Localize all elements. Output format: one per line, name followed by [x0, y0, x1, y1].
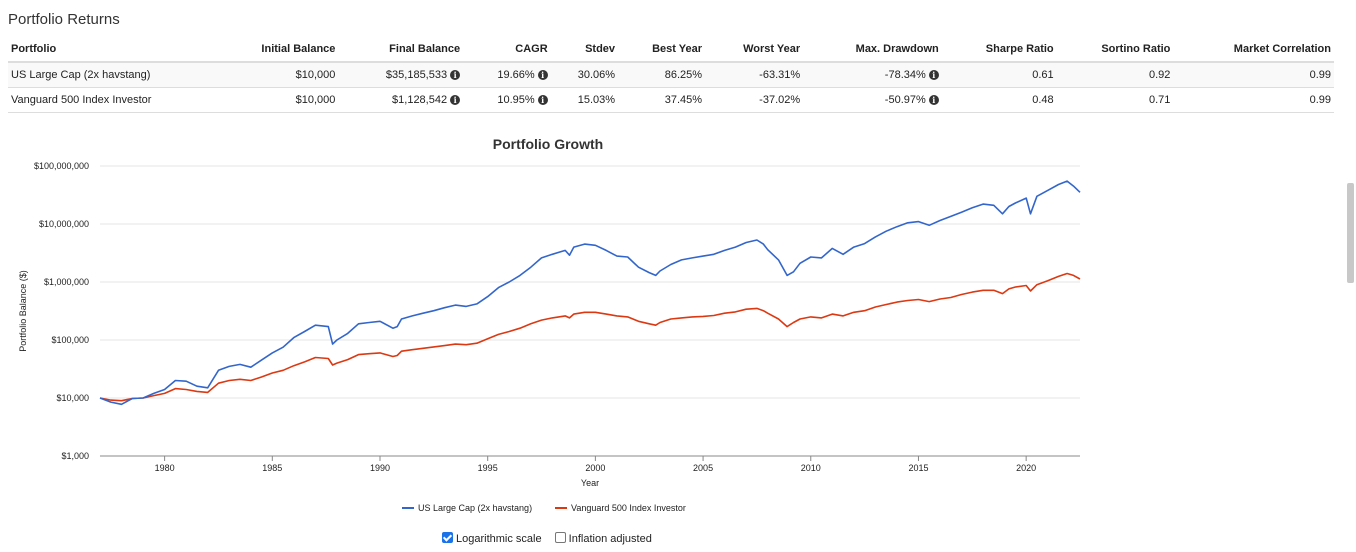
y-tick-label: $100,000 [51, 335, 89, 345]
cell-cagr: 19.66% i [463, 62, 551, 88]
cell-stdev: 15.03% [550, 87, 619, 113]
cell-best: 37.45% [618, 87, 706, 113]
table-row: Vanguard 500 Index Investor $10,000 $1,1… [8, 87, 1334, 113]
drawdown-value: -50.97% [884, 94, 926, 106]
table-header-row: Portfolio Initial Balance Final Balance … [8, 38, 1334, 63]
x-tick-label: 1985 [262, 463, 282, 473]
inflation-adjusted-toggle[interactable]: Inflation adjusted [554, 532, 652, 545]
cell-portfolio: Vanguard 500 Index Investor [8, 87, 214, 113]
cell-final: $1,128,542 i [338, 87, 464, 113]
x-tick-label: 2020 [1016, 463, 1036, 473]
table-row: US Large Cap (2x havstang) $10,000 $35,1… [8, 62, 1334, 88]
scrollbar-thumb[interactable] [1347, 183, 1354, 283]
cell-stdev: 30.06% [550, 62, 619, 88]
cell-cagr: 10.95% i [463, 87, 551, 113]
x-tick-label: 1990 [370, 463, 390, 473]
col-portfolio: Portfolio [8, 38, 214, 63]
col-final-balance: Final Balance [338, 38, 464, 63]
cell-sortino: 0.71 [1056, 87, 1174, 113]
series-line-us-large-cap-2x-havstang [99, 180, 1081, 406]
cell-initial: $10,000 [214, 62, 339, 88]
info-icon[interactable]: i [537, 70, 548, 80]
chart-controls: Logarithmic scale Inflation adjusted [442, 532, 662, 545]
col-max-drawdown: Max. Drawdown [803, 38, 942, 63]
chart-title: Portfolio Growth [493, 136, 603, 152]
cell-drawdown: -78.34% i [803, 62, 942, 88]
cell-final: $35,185,533 i [338, 62, 464, 88]
final-value: $1,128,542 [392, 94, 448, 106]
cell-worst: -63.31% [705, 62, 804, 88]
cell-sharpe: 0.61 [941, 62, 1057, 88]
x-axis-label: Year [581, 478, 599, 488]
cell-best: 86.25% [618, 62, 706, 88]
logarithmic-scale-toggle[interactable]: Logarithmic scale [442, 532, 542, 545]
y-tick-label: $1,000,000 [44, 277, 89, 287]
col-market-correlation: Market Correlation [1173, 38, 1334, 63]
x-tick-label: 2000 [585, 463, 605, 473]
cagr-value: 19.66% [497, 69, 535, 81]
cell-sharpe: 0.48 [941, 87, 1057, 113]
col-cagr: CAGR [463, 38, 551, 63]
info-icon[interactable]: i [928, 70, 939, 80]
col-sortino-ratio: Sortino Ratio [1056, 38, 1174, 63]
inflation-adjusted-label: Inflation adjusted [568, 533, 652, 545]
cell-corr: 0.99 [1173, 87, 1334, 113]
cagr-value: 10.95% [497, 94, 535, 106]
cell-initial: $10,000 [214, 87, 339, 113]
info-icon[interactable]: i [450, 70, 461, 80]
cell-portfolio: US Large Cap (2x havstang) [8, 62, 214, 88]
drawdown-value: -78.34% [884, 69, 926, 81]
logarithmic-scale-checkbox[interactable] [442, 532, 453, 543]
y-tick-label: $100,000,000 [34, 161, 89, 171]
cell-sortino: 0.92 [1056, 62, 1174, 88]
y-tick-label: $1,000 [61, 451, 89, 461]
x-tick-label: 2005 [693, 463, 713, 473]
x-tick-label: 2015 [908, 463, 928, 473]
logarithmic-scale-label: Logarithmic scale [456, 533, 542, 545]
x-tick-label: 2010 [801, 463, 821, 473]
portfolio-returns-table: Portfolio Initial Balance Final Balance … [8, 38, 1334, 113]
cell-corr: 0.99 [1173, 62, 1334, 88]
legend-label: Vanguard 500 Index Investor [571, 503, 686, 513]
info-icon[interactable]: i [928, 95, 939, 105]
chart-svg: $1,000 $10,000 $100,000 $1,000,000 $10,000,0… [18, 136, 1081, 513]
portfolio-growth-chart: $1,000 $10,000 $100,000 $1,000,000 $10,000,0… [0, 128, 1100, 533]
legend-label: US Large Cap (2x havstang) [418, 503, 532, 513]
info-icon[interactable]: i [537, 95, 548, 105]
col-sharpe-ratio: Sharpe Ratio [941, 38, 1057, 63]
series-line-vanguard-500-index-investor [99, 272, 1081, 402]
y-axis-label: Portfolio Balance ($) [18, 270, 28, 352]
inflation-adjusted-checkbox[interactable] [554, 532, 566, 543]
x-tick-label: 1980 [155, 463, 175, 473]
final-value: $35,185,533 [385, 69, 448, 81]
col-initial-balance: Initial Balance [214, 38, 339, 63]
y-tick-label: $10,000,000 [39, 219, 89, 229]
cell-worst: -37.02% [705, 87, 804, 113]
x-tick-label: 1995 [478, 463, 498, 473]
col-worst-year: Worst Year [705, 38, 804, 63]
info-icon[interactable]: i [450, 95, 461, 105]
section-title: Portfolio Returns [8, 11, 120, 28]
cell-drawdown: -50.97% i [803, 87, 942, 113]
col-stdev: Stdev [550, 38, 619, 63]
y-tick-label: $10,000 [56, 393, 89, 403]
col-best-year: Best Year [618, 38, 706, 63]
